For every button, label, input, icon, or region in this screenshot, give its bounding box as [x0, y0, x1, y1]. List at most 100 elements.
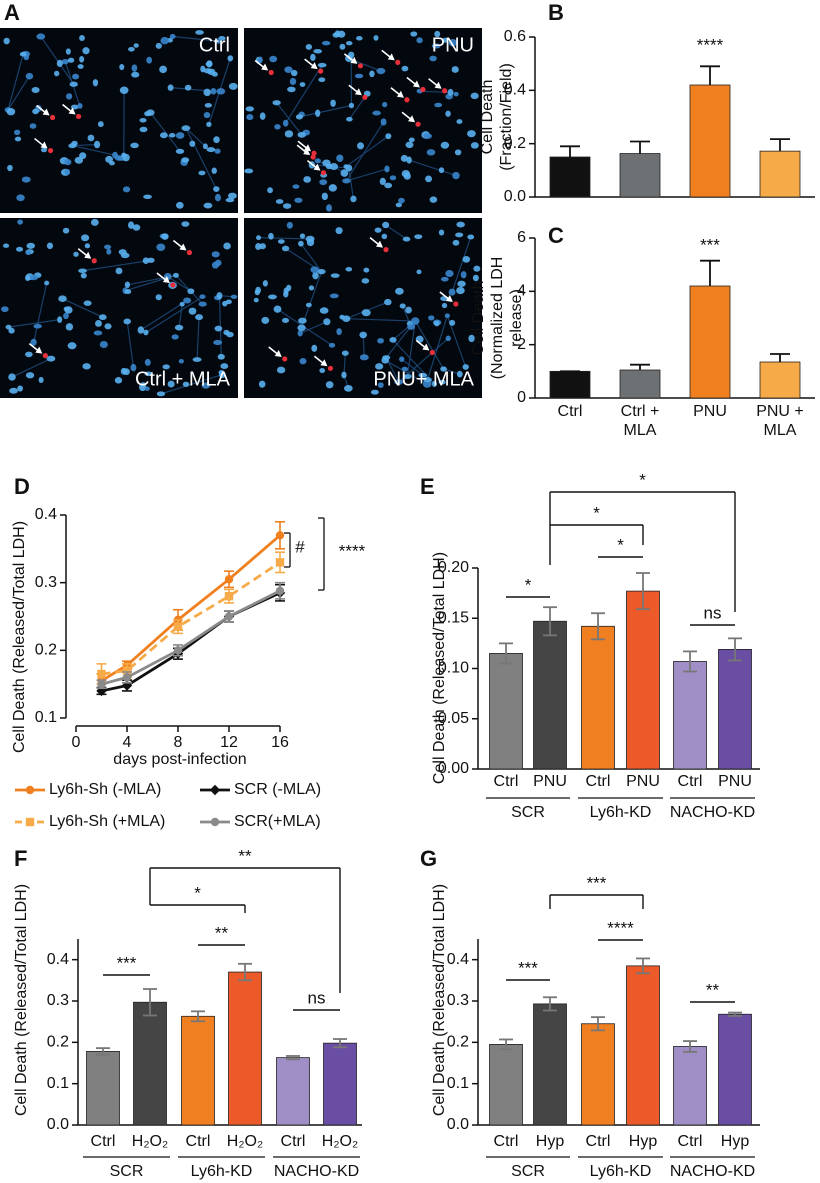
cell [473, 265, 481, 272]
neurite [7, 54, 24, 111]
x-tick-label: Ctrl [678, 1133, 703, 1150]
cell [455, 232, 464, 238]
cell [374, 227, 382, 233]
cell [184, 84, 192, 91]
cell [220, 363, 229, 370]
cell [269, 55, 278, 63]
cell [25, 372, 35, 379]
bar [86, 1051, 120, 1126]
cell [423, 133, 432, 139]
cell [449, 319, 456, 326]
y-axis-label: Cell Death (Fraction/Field) [479, 63, 515, 171]
significance: ** [238, 846, 252, 865]
cell [79, 152, 87, 160]
cell [384, 165, 390, 173]
cell [223, 242, 231, 250]
y-tick-label: 0.2 [35, 642, 57, 659]
cell [359, 354, 369, 361]
cell [169, 33, 176, 40]
cell [261, 316, 270, 324]
x-tick-label: Ctrl [494, 773, 519, 790]
cell [83, 300, 92, 306]
neurite [348, 167, 355, 200]
y-tick-label: 0.4 [447, 951, 469, 968]
neurite [392, 339, 435, 385]
cell [356, 142, 365, 150]
dead-cell [310, 154, 316, 160]
neurite [426, 315, 448, 380]
cell [65, 48, 71, 55]
cell [33, 323, 42, 329]
cell [268, 294, 277, 300]
neurite [196, 317, 200, 360]
bar [673, 1046, 707, 1126]
x-tick-label: Ctrl [557, 403, 583, 420]
cell [445, 335, 451, 342]
cell [155, 42, 162, 49]
cell [451, 66, 459, 73]
cell [131, 71, 140, 78]
x-tick-label: Ctrl [186, 1133, 211, 1150]
cell [400, 154, 408, 162]
cell [297, 131, 306, 138]
error-bar [728, 637, 742, 662]
legend-label: SCR(+MLA) [234, 813, 321, 830]
neurite [185, 127, 217, 190]
cell [77, 64, 84, 69]
x-tick-label: Ctrl [678, 773, 703, 790]
cell [328, 184, 337, 192]
cell [401, 65, 409, 72]
cell [2, 243, 10, 248]
cell [345, 266, 353, 272]
dead-cell [75, 113, 82, 120]
x-tick-label: Ctrl [586, 1133, 611, 1150]
cell [195, 30, 204, 35]
cell [77, 102, 83, 109]
cell [275, 199, 284, 204]
cell [272, 100, 281, 106]
cell [273, 305, 282, 313]
dead-cell [318, 68, 324, 74]
cell [340, 169, 349, 177]
cell [319, 368, 326, 374]
cell [46, 242, 54, 250]
cell [332, 32, 340, 38]
error-bar [238, 962, 252, 982]
x-tick-label: 12 [220, 734, 238, 751]
dead-cell [320, 170, 327, 176]
cell [299, 233, 306, 239]
arrow-head [422, 343, 430, 351]
neurite [140, 300, 188, 331]
y-axis-label: Cell Death (Released/Total LDH) [431, 884, 448, 1116]
panel-label: D [14, 474, 30, 499]
cell [444, 313, 450, 319]
y-tick-label: 0.4 [35, 506, 57, 523]
error-bar [143, 988, 157, 1017]
bar [718, 1013, 752, 1126]
cell [139, 117, 147, 123]
cell [379, 177, 386, 186]
arrow-head [434, 81, 442, 89]
x-tick-label: 0 [72, 734, 81, 751]
cell [13, 129, 21, 136]
cell [25, 72, 34, 80]
arrow-head [40, 141, 48, 149]
cell [343, 385, 353, 392]
x-tick-label: Hyp [721, 1133, 750, 1150]
point [97, 669, 106, 679]
cell [295, 114, 303, 120]
neurite [345, 121, 385, 182]
y-tick-label: 2 [517, 336, 526, 353]
neurite [33, 282, 48, 343]
x-tick-label: 16 [271, 734, 289, 751]
cell [294, 197, 303, 203]
point [224, 592, 234, 601]
error-bar [630, 140, 650, 154]
cell [281, 317, 290, 323]
cell [67, 57, 75, 63]
cell [230, 294, 238, 300]
point [224, 575, 234, 584]
cell [403, 172, 411, 180]
cell [276, 366, 286, 374]
cell [267, 187, 273, 194]
